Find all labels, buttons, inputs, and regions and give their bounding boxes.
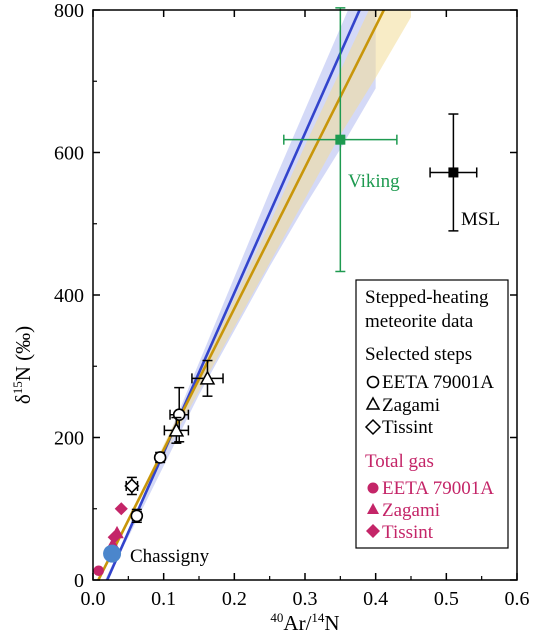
x-tick-label: 0.3 [293,588,318,610]
data-points [93,7,478,577]
total-gas-point-4 [114,502,128,516]
stepped-point-2 [172,408,186,422]
legend-steps-title: Selected steps [365,344,472,365]
x-tick-label: 0.2 [222,588,247,610]
legend-step-zagami: Zagami [382,395,440,416]
legend-filled-diamond-icon [366,524,380,538]
legend-open-triangle-icon [365,396,381,410]
chassigny-label: Chassigny [130,546,210,567]
chassigny-point [103,544,122,563]
legend-step-tissint: Tissint [382,417,434,438]
y-tick-label: 400 [54,285,84,307]
legend-open-circle-icon [366,375,380,389]
viking-label: Viking [348,171,400,192]
stepped-point-4 [199,370,216,385]
legend-open-diamond-icon [364,418,382,436]
y-tick-label: 600 [54,143,84,165]
legend-box [355,279,509,549]
legend-filled-triangle-icon [367,503,379,514]
x-tick-label: 0.4 [363,588,388,610]
legend-total-eeta: EETA 79001A [382,478,494,499]
legend-total-title: Total gas [365,451,434,472]
x-tick-label: 0.0 [81,588,106,610]
stepped-point-3 [168,422,185,437]
x-tick-label: 0.5 [434,588,459,610]
msl-point [448,167,459,178]
x-tick-label: 0.1 [151,588,176,610]
stepped-point-1 [153,451,167,464]
total-gas-point-3 [107,530,121,544]
legend-heading-2: meteorite data [365,311,474,332]
msl-label: MSL [461,209,500,230]
axis-ticks: 0.0 0.1 0.2 0.3 0.4 0.5 0.6 0 200 400 600 800 [54,0,530,610]
y-tick-label: 200 [54,428,84,450]
stepped-point-5 [124,478,140,494]
legend-filled-circle-icon [367,482,379,494]
legend-heading-1: Stepped-heating [365,287,489,308]
legend-total-tissint: Tissint [382,522,434,543]
x-tick-label: 0.6 [505,588,530,610]
legend-total-zagami: Zagami [382,500,440,521]
fit-line-gold [96,10,386,580]
total-gas-point-0 [93,565,104,577]
y-axis-title: δ15N (‰) [10,326,35,404]
y-tick-label: 800 [54,0,84,22]
legend: Stepped-heating meteorite data Selected … [355,279,509,549]
viking-point [335,134,346,145]
y-tick-label: 0 [74,570,84,592]
x-axis-title: 40Ar/14N [270,610,339,635]
legend-step-eeta: EETA 79001A [382,372,494,393]
stepped-point-0 [130,509,144,523]
confidence-band-gold [100,10,411,577]
